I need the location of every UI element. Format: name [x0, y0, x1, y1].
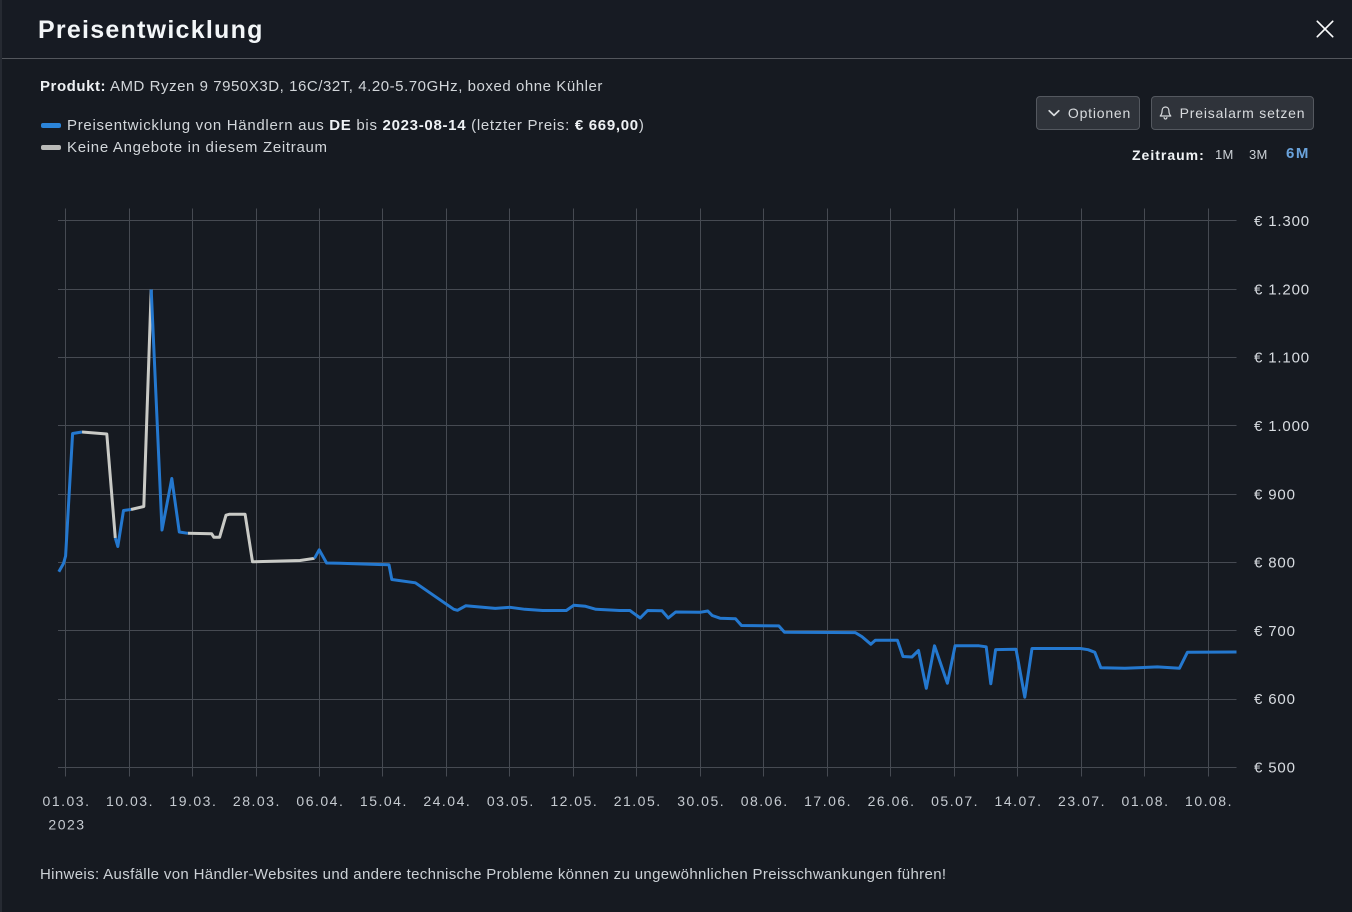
svg-text:01.03.: 01.03.	[43, 793, 91, 809]
svg-text:28.03.: 28.03.	[233, 793, 281, 809]
svg-text:€ 1.000: € 1.000	[1254, 418, 1310, 435]
svg-text:€ 800: € 800	[1254, 555, 1296, 572]
svg-text:15.04.: 15.04.	[360, 793, 408, 809]
svg-text:€ 1.300: € 1.300	[1254, 213, 1310, 230]
svg-text:14.07.: 14.07.	[995, 793, 1043, 809]
svg-text:€ 700: € 700	[1254, 623, 1296, 640]
svg-text:01.08.: 01.08.	[1122, 793, 1170, 809]
svg-text:€ 1.100: € 1.100	[1254, 350, 1310, 367]
svg-text:17.06.: 17.06.	[804, 793, 852, 809]
svg-text:€ 500: € 500	[1254, 760, 1296, 777]
svg-text:€ 1.200: € 1.200	[1254, 281, 1310, 298]
svg-text:26.06.: 26.06.	[868, 793, 916, 809]
svg-text:12.05.: 12.05.	[550, 793, 598, 809]
svg-text:30.05.: 30.05.	[677, 793, 725, 809]
svg-text:€ 900: € 900	[1254, 486, 1296, 503]
svg-text:23.07.: 23.07.	[1058, 793, 1106, 809]
svg-text:06.04.: 06.04.	[296, 793, 344, 809]
svg-text:21.05.: 21.05.	[614, 793, 662, 809]
svg-text:03.05.: 03.05.	[487, 793, 535, 809]
svg-text:24.04.: 24.04.	[423, 793, 471, 809]
svg-text:10.03.: 10.03.	[106, 793, 154, 809]
svg-text:08.06.: 08.06.	[741, 793, 789, 809]
svg-text:€ 600: € 600	[1254, 691, 1296, 708]
svg-text:05.07.: 05.07.	[931, 793, 979, 809]
svg-text:10.08.: 10.08.	[1185, 793, 1233, 809]
svg-text:19.03.: 19.03.	[169, 793, 217, 809]
svg-text:2023: 2023	[48, 817, 85, 833]
